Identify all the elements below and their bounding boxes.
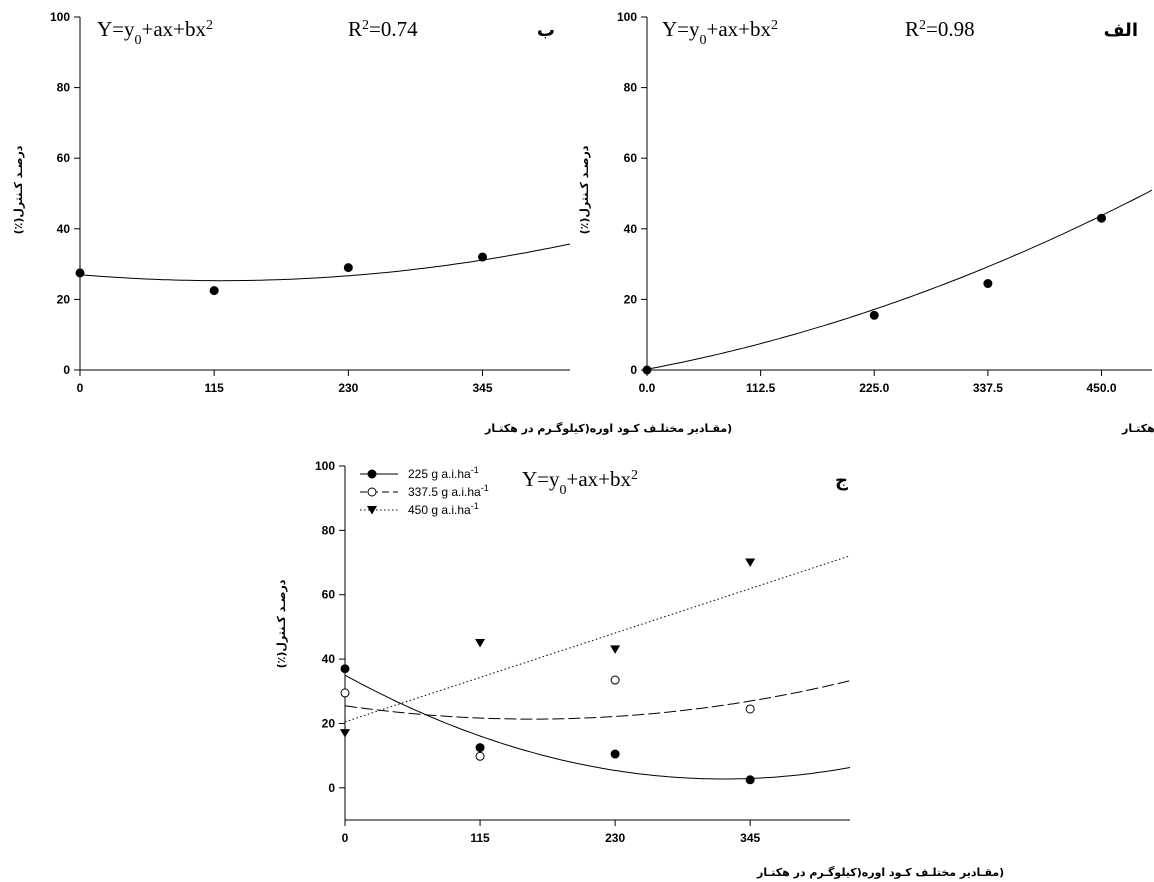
- x-axis-title: (دز هـای مختلـف علـف کـش فـورام سـولفورو…: [1121, 422, 1154, 435]
- x-tick-label: 230: [605, 831, 625, 845]
- legend-marker: [367, 469, 377, 479]
- x-tick-label: 225.0: [859, 381, 889, 395]
- x-tick-label: 0: [77, 381, 84, 395]
- data-point: [869, 310, 879, 320]
- equation-text: Y=y0+ax+bx2: [522, 467, 638, 498]
- x-tick-label: 115: [204, 381, 224, 395]
- y-tick-label: 0: [328, 781, 335, 795]
- legend: 225 g a.i.ha-1 337.5 g a.i.ha-1 450 g a.i.…: [360, 465, 489, 517]
- y-tick-label: 100: [617, 10, 637, 24]
- data-point: [745, 775, 755, 785]
- data-point: [610, 749, 620, 759]
- chart-panel-be: 0 20 40 60 80 100 0 115 230 345 Y=y0+ax+bx2 R2=0.…: [12, 10, 732, 435]
- data-point: [340, 688, 350, 698]
- data-point: [475, 743, 485, 753]
- data-point: [745, 704, 755, 714]
- legend-item: 337.5 g a.i.ha-1: [360, 483, 489, 499]
- y-tick-label: 40: [322, 652, 336, 666]
- panel-label: ب: [537, 20, 555, 41]
- x-tick-label: 0: [342, 831, 349, 845]
- x-tick-label: 230: [338, 381, 358, 395]
- plot-area: 0 20 40 60 80 100 0.0 112.5 225.0 337.5 450.0: [617, 10, 1153, 395]
- y-tick-label: 60: [624, 151, 638, 165]
- legend-item: 225 g a.i.ha-1: [360, 465, 479, 481]
- fit-curve: [344, 674, 851, 780]
- equation-label: Y=y0+ax+bx2: [97, 17, 213, 48]
- fit-curve: [344, 555, 851, 723]
- y-tick-label: 80: [322, 523, 336, 537]
- fit-curve: [79, 243, 571, 282]
- x-tick-label: 115: [470, 831, 490, 845]
- data-point: [343, 263, 353, 273]
- equation-text: Y=y0+ax+bx2: [97, 17, 213, 48]
- legend-label: 450 g a.i.ha-1: [408, 501, 479, 517]
- x-tick-label: 0.0: [639, 381, 656, 395]
- equation-text: Y=y0+ax+bx2: [662, 17, 778, 48]
- x-tick-label: 345: [472, 381, 492, 395]
- x-tick-label: 112.5: [746, 381, 776, 395]
- y-tick-label: 20: [57, 292, 71, 306]
- plot-area: 0 20 40 60 80 100 0 115 230 345: [50, 10, 571, 395]
- fit-curve: [344, 680, 851, 720]
- y-tick-label: 20: [322, 716, 336, 730]
- y-tick-label: 60: [57, 151, 71, 165]
- y-tick-label: 40: [624, 222, 638, 236]
- x-tick-label: 337.5: [973, 381, 1003, 395]
- y-tick-label: 40: [57, 222, 71, 236]
- plot-area: 0 20 40 60 80 100 0 115 230 345: [315, 459, 851, 845]
- legend-item: 450 g a.i.ha-1: [360, 501, 479, 517]
- data-point: [475, 751, 485, 761]
- y-tick-label: 100: [315, 459, 335, 473]
- y-axis-title: درصـد کـنترل(٪): [275, 579, 288, 668]
- chart-panel-jim: 0 20 40 60 80 100 0 115 230 345 Y=y0+ax+bx2 ج (مق…: [275, 459, 1004, 879]
- data-point: [745, 558, 756, 568]
- data-point: [75, 268, 85, 278]
- data-point: [983, 279, 993, 289]
- data-point: [610, 675, 620, 685]
- panel-label: الف: [1104, 20, 1138, 41]
- y-tick-label: 0: [630, 363, 637, 377]
- data-point: [340, 729, 350, 738]
- data-point: [1097, 213, 1106, 223]
- legend-label: 337.5 g a.i.ha-1: [408, 483, 489, 499]
- equation-label: Y=y0+ax+bx2: [662, 17, 778, 48]
- data-point: [475, 639, 486, 648]
- data-point: [478, 252, 487, 262]
- r-squared-label: R2=0.98: [905, 17, 975, 41]
- data-point: [209, 286, 219, 296]
- y-tick-label: 80: [57, 81, 71, 95]
- data-point: [610, 645, 621, 654]
- data-point: [642, 365, 652, 375]
- legend-marker: [367, 487, 377, 497]
- y-tick-label: 20: [624, 292, 638, 306]
- y-tick-label: 0: [63, 363, 70, 377]
- y-axis-title: درصـد کـنترل(٪): [578, 145, 591, 234]
- x-tick-label: 345: [740, 831, 760, 845]
- chart-panel-alef: 0 20 40 60 80 100 0.0 112.5 225.0 337.5 450.0 Y=y0…: [578, 10, 1154, 435]
- r-squared-label: R2=0.74: [348, 17, 418, 41]
- legend-label: 225 g a.i.ha-1: [408, 465, 479, 481]
- equation-label: Y=y0+ax+bx2: [522, 467, 638, 498]
- panel-label: ج: [835, 470, 848, 491]
- y-tick-label: 60: [322, 588, 336, 602]
- legend-marker: [367, 506, 377, 515]
- x-axis-title: (مقـادیر مختلـف کـود اوره(کیلوگـرم در هک…: [756, 866, 1004, 879]
- data-point: [340, 664, 350, 674]
- x-axis-title: (مقـادیر مختلـف کـود اوره(کیلوگـرم در هک…: [484, 422, 732, 435]
- x-tick-label: 450.0: [1086, 381, 1116, 395]
- y-tick-label: 80: [624, 81, 638, 95]
- y-axis-title: درصـد کـنترل(٪): [12, 145, 25, 234]
- fit-curve: [646, 189, 1153, 370]
- y-tick-label: 100: [50, 10, 70, 24]
